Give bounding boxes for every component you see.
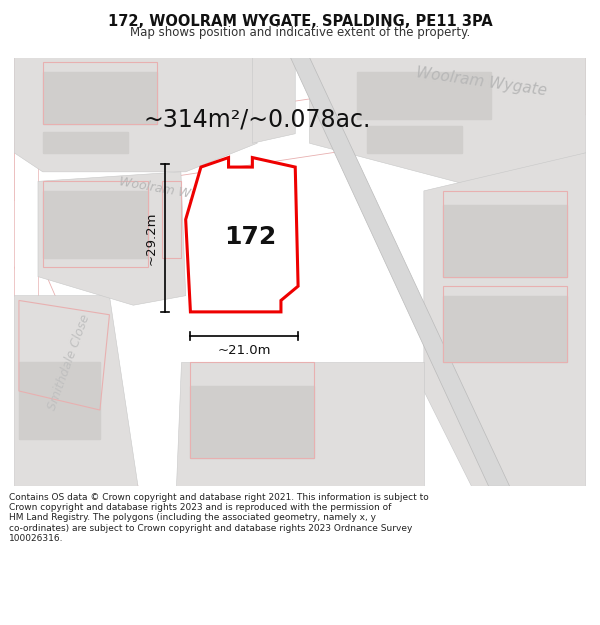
Text: Woolram Wygate: Woolram Wygate bbox=[415, 65, 547, 98]
Polygon shape bbox=[14, 58, 257, 172]
Polygon shape bbox=[290, 58, 509, 486]
Bar bbox=[200, 191, 281, 281]
Text: Woolram Wyg: Woolram Wyg bbox=[118, 175, 206, 203]
Bar bbox=[357, 72, 491, 119]
Text: 172: 172 bbox=[224, 224, 277, 249]
Bar bbox=[443, 205, 567, 277]
Bar bbox=[43, 72, 157, 124]
Bar bbox=[43, 132, 128, 152]
Polygon shape bbox=[185, 158, 298, 312]
Polygon shape bbox=[176, 362, 424, 486]
Polygon shape bbox=[253, 58, 295, 143]
Bar bbox=[367, 126, 462, 152]
Bar bbox=[19, 362, 100, 439]
Polygon shape bbox=[310, 58, 586, 191]
Polygon shape bbox=[14, 296, 138, 486]
Text: Map shows position and indicative extent of the property.: Map shows position and indicative extent… bbox=[130, 26, 470, 39]
Bar bbox=[190, 386, 314, 458]
Bar bbox=[443, 296, 567, 362]
Polygon shape bbox=[14, 58, 38, 296]
Polygon shape bbox=[424, 152, 586, 486]
Text: Contains OS data © Crown copyright and database right 2021. This information is : Contains OS data © Crown copyright and d… bbox=[9, 492, 429, 543]
Text: ~21.0m: ~21.0m bbox=[218, 344, 271, 357]
Polygon shape bbox=[14, 267, 138, 486]
Bar bbox=[43, 191, 148, 258]
Text: ~29.2m: ~29.2m bbox=[145, 211, 158, 265]
Text: Smithdale Close: Smithdale Close bbox=[46, 312, 93, 412]
Text: ~314m²/~0.078ac.: ~314m²/~0.078ac. bbox=[143, 107, 371, 131]
Polygon shape bbox=[14, 58, 586, 201]
Text: 172, WOOLRAM WYGATE, SPALDING, PE11 3PA: 172, WOOLRAM WYGATE, SPALDING, PE11 3PA bbox=[107, 14, 493, 29]
Polygon shape bbox=[38, 172, 185, 305]
